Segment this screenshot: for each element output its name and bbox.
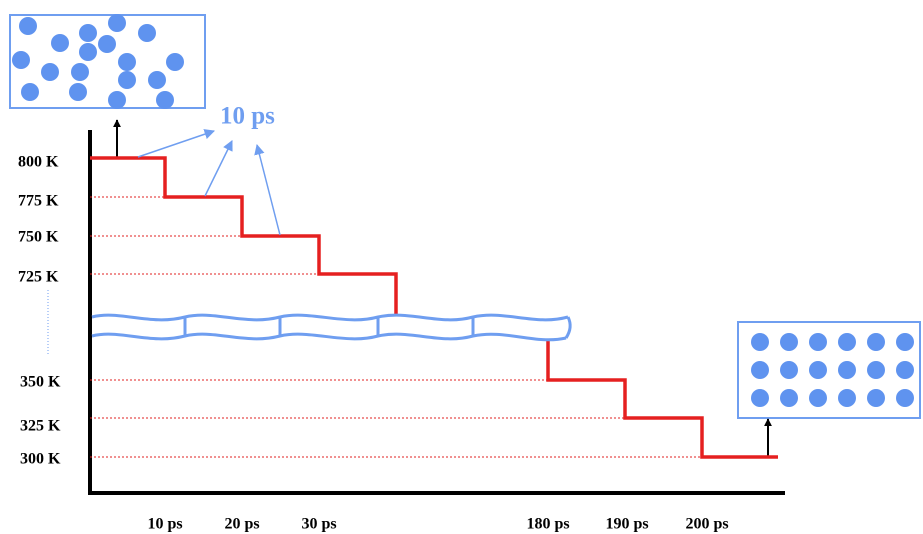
atom xyxy=(780,361,798,379)
atom xyxy=(751,361,769,379)
x-label: 180 ps xyxy=(526,516,569,533)
atom xyxy=(867,361,885,379)
atom xyxy=(809,361,827,379)
y-label: 325 K xyxy=(20,418,61,435)
atom xyxy=(751,389,769,407)
atom xyxy=(896,361,914,379)
x-label: 20 ps xyxy=(224,516,259,533)
y-label: 750 K xyxy=(18,229,59,246)
y-label: 300 K xyxy=(20,451,61,468)
atom xyxy=(809,333,827,351)
atom xyxy=(867,333,885,351)
atom xyxy=(780,333,798,351)
y-label: 725 K xyxy=(18,269,59,286)
x-label: 190 ps xyxy=(605,516,648,533)
guide-lines xyxy=(90,197,702,457)
x-label: 30 ps xyxy=(301,516,336,533)
annotation-arrows xyxy=(138,131,280,235)
diagram: 10 ps 800 K 775 K 750 K 725 K 350 K 325 … xyxy=(0,0,923,534)
annotation: 10 ps xyxy=(220,103,275,130)
atom xyxy=(780,389,798,407)
atom xyxy=(751,333,769,351)
atom xyxy=(867,389,885,407)
crystal-box xyxy=(738,322,920,418)
y-label: 775 K xyxy=(18,193,59,210)
atom xyxy=(838,333,856,351)
atom xyxy=(838,389,856,407)
atom xyxy=(896,389,914,407)
x-label: 200 ps xyxy=(685,516,728,533)
axis-break xyxy=(92,315,570,340)
liquid-box xyxy=(10,14,205,109)
x-label: 10 ps xyxy=(147,516,182,533)
atom xyxy=(896,333,914,351)
y-label: 800 K xyxy=(18,154,59,171)
atom xyxy=(809,389,827,407)
atom xyxy=(838,361,856,379)
y-label: 350 K xyxy=(20,374,61,391)
